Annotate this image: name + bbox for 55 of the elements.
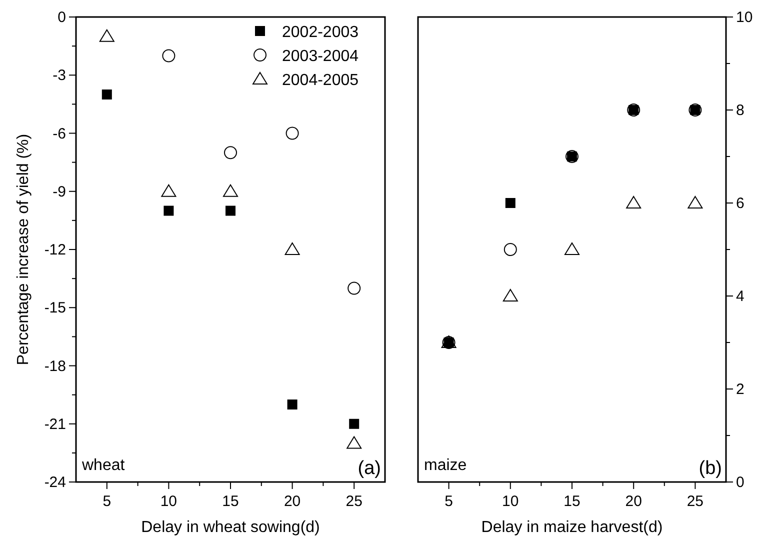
annotation: maize bbox=[424, 457, 467, 474]
annotation: (a) bbox=[358, 458, 381, 479]
x-tick-label: 15 bbox=[564, 493, 580, 510]
point bbox=[162, 49, 176, 62]
x-tick-label: 10 bbox=[502, 493, 519, 510]
x-tick-label: 20 bbox=[284, 493, 301, 510]
x-axis-title: Delay in wheat sowing(d) bbox=[141, 519, 320, 536]
point bbox=[348, 282, 361, 295]
y-tick-label: -9 bbox=[52, 183, 66, 200]
point bbox=[223, 184, 238, 197]
legend-label: 2003-2004 bbox=[282, 48, 359, 65]
y-tick-label: -15 bbox=[44, 300, 66, 317]
point bbox=[286, 126, 299, 140]
point bbox=[226, 206, 236, 216]
point bbox=[349, 418, 360, 429]
point bbox=[504, 243, 517, 256]
y2-tick-label: 4 bbox=[736, 288, 744, 305]
y-tick-label: -24 bbox=[44, 474, 66, 491]
y-axis-title: Percentage increase of yield (%) bbox=[15, 134, 32, 366]
y2-tick-label: 6 bbox=[736, 195, 744, 212]
x-axis-title: Delay in maize harvest(d) bbox=[481, 519, 663, 536]
point bbox=[564, 242, 580, 255]
y2-tick-label: 0 bbox=[736, 474, 744, 491]
point bbox=[99, 29, 114, 42]
point bbox=[224, 146, 237, 160]
legend-label: 2002-2003 bbox=[282, 24, 359, 41]
y-tick-label: 0 bbox=[58, 9, 66, 26]
y2-tick-label: 2 bbox=[736, 381, 744, 398]
x-tick-label: 25 bbox=[686, 493, 704, 510]
annotation: (b) bbox=[698, 458, 722, 479]
x-tick-label: 10 bbox=[160, 493, 178, 510]
y-tick-label: -12 bbox=[44, 242, 66, 258]
x-tick-label: 5 bbox=[444, 493, 453, 510]
point bbox=[102, 90, 112, 100]
y2-tick-label: 10 bbox=[736, 9, 753, 26]
point bbox=[287, 400, 298, 410]
point bbox=[688, 196, 703, 208]
y2-tick-label: 8 bbox=[736, 102, 744, 119]
point bbox=[284, 242, 300, 255]
point bbox=[164, 206, 174, 216]
point bbox=[161, 184, 176, 197]
x-tick-label: 15 bbox=[222, 493, 239, 510]
point bbox=[505, 198, 516, 208]
x-tick-label: 20 bbox=[625, 493, 642, 510]
point bbox=[626, 196, 642, 208]
point bbox=[502, 289, 518, 302]
y-tick-label: -21 bbox=[44, 416, 66, 433]
annotation: wheat bbox=[81, 457, 126, 474]
point bbox=[346, 436, 362, 449]
y-tick-label: -18 bbox=[44, 358, 66, 375]
x-tick-label: 5 bbox=[102, 493, 112, 510]
x-tick-label: 25 bbox=[346, 493, 362, 510]
legend-label: 2004-2005 bbox=[282, 72, 359, 89]
y-tick-label: -3 bbox=[52, 67, 66, 84]
y-tick-label: -6 bbox=[52, 125, 66, 142]
